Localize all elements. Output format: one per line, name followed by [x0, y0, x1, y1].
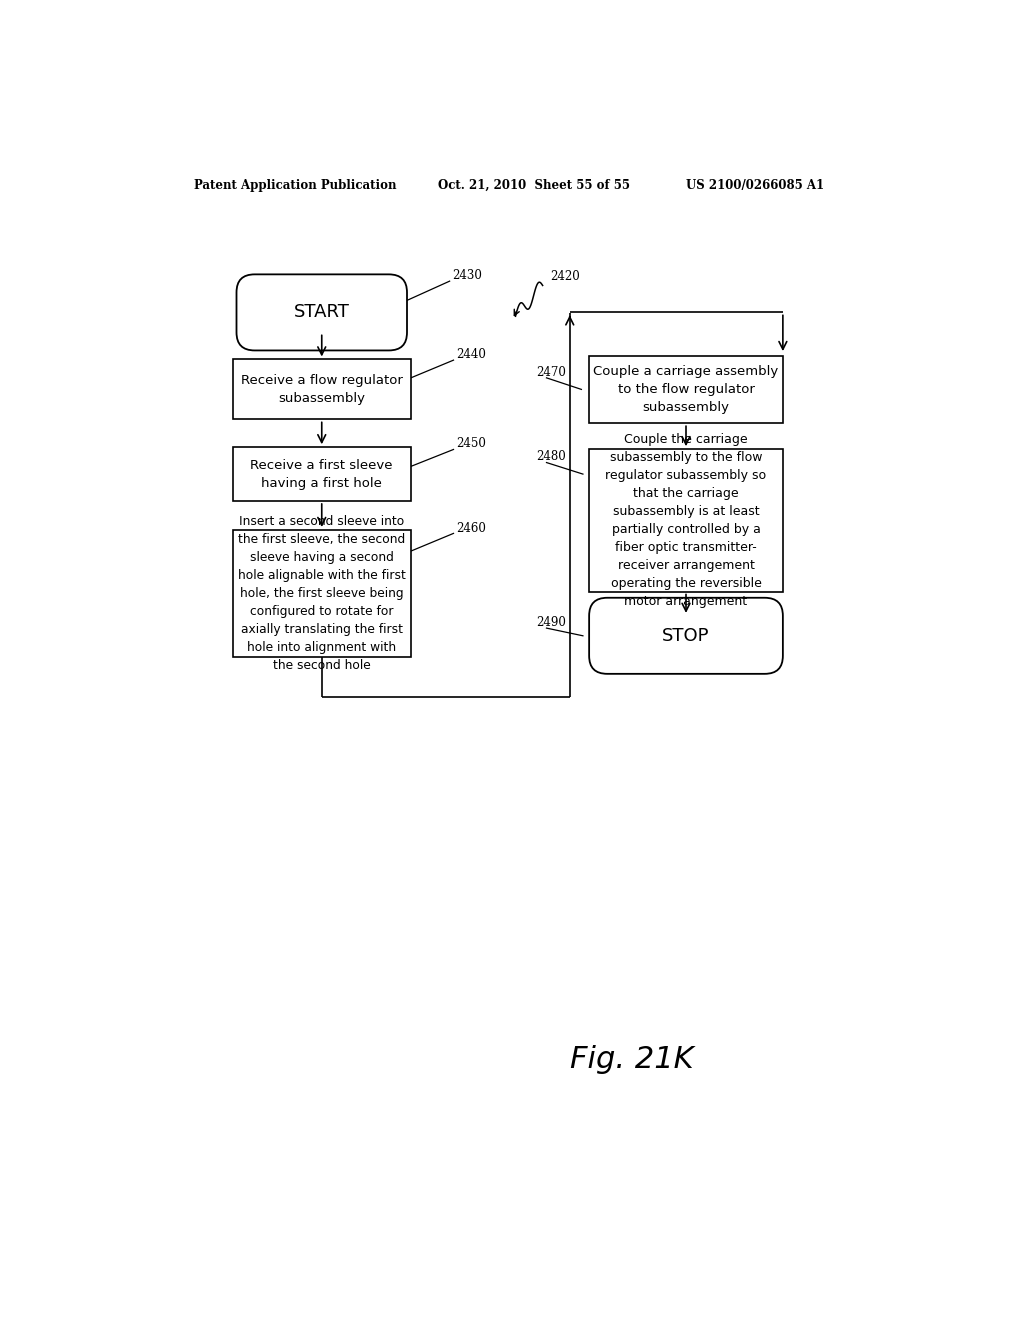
- Bar: [589, 355, 783, 424]
- Text: Patent Application Publication: Patent Application Publication: [194, 178, 396, 191]
- Text: 2430: 2430: [452, 269, 482, 282]
- Text: Oct. 21, 2010  Sheet 55 of 55: Oct. 21, 2010 Sheet 55 of 55: [438, 178, 630, 191]
- Text: 2440: 2440: [456, 348, 485, 360]
- Text: 2420: 2420: [550, 271, 581, 282]
- Bar: [589, 449, 783, 591]
- Text: Couple the carriage
subassembly to the flow
regulator subassembly so
that the ca: Couple the carriage subassembly to the f…: [605, 433, 767, 607]
- Text: Receive a flow regulator
subassembly: Receive a flow regulator subassembly: [241, 374, 402, 405]
- Bar: [232, 447, 411, 502]
- Text: Fig. 21K: Fig. 21K: [570, 1045, 693, 1073]
- Text: 2460: 2460: [456, 521, 485, 535]
- Text: 2450: 2450: [456, 437, 485, 450]
- Text: 2470: 2470: [537, 366, 566, 379]
- Bar: [232, 529, 411, 657]
- FancyBboxPatch shape: [237, 275, 407, 350]
- Text: Insert a second sleeve into
the first sleeve, the second
sleeve having a second
: Insert a second sleeve into the first sl…: [238, 515, 406, 672]
- Text: Couple a carriage assembly
to the flow regulator
subassembly: Couple a carriage assembly to the flow r…: [593, 364, 778, 414]
- Text: 2490: 2490: [537, 616, 566, 628]
- FancyBboxPatch shape: [589, 598, 783, 673]
- Text: STOP: STOP: [663, 627, 710, 644]
- Text: US 2100/0266085 A1: US 2100/0266085 A1: [686, 178, 824, 191]
- Bar: [232, 359, 411, 420]
- Text: 2480: 2480: [537, 450, 566, 463]
- Text: START: START: [294, 304, 349, 321]
- Text: Receive a first sleeve
having a first hole: Receive a first sleeve having a first ho…: [251, 458, 393, 490]
